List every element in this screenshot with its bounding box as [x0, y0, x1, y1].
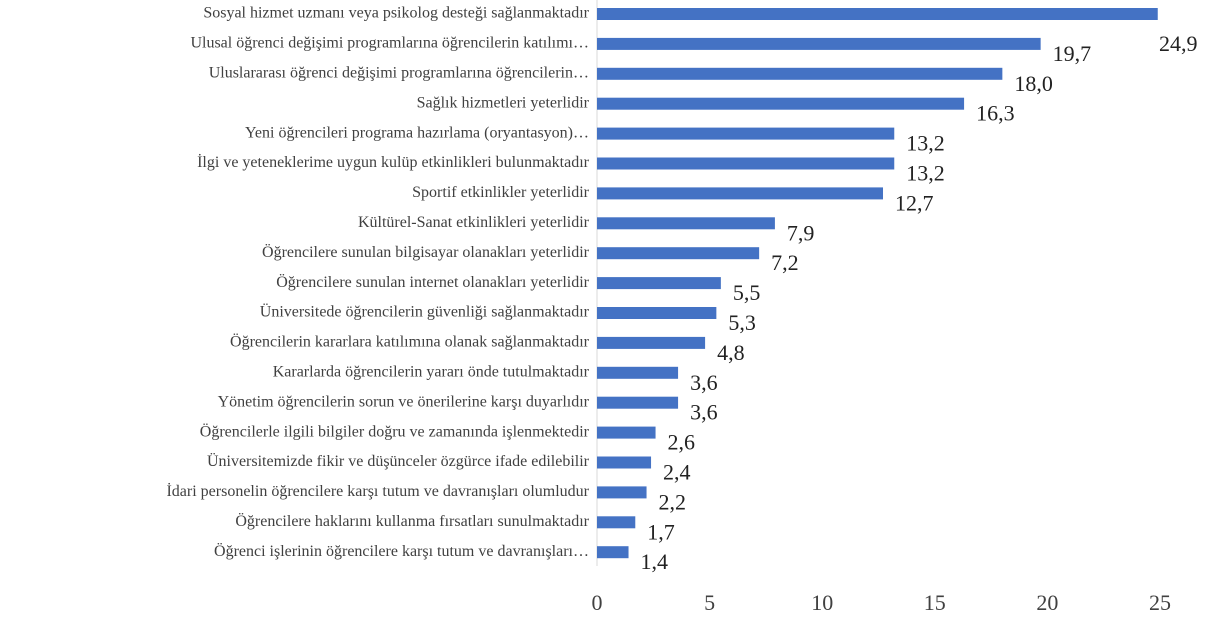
- bar: [597, 396, 679, 409]
- category-label: Kültürel-Sanat etkinlikleri yeterlidir: [358, 214, 590, 231]
- bar: [597, 277, 721, 290]
- category-label: İdari personelin öğrencilere karşı tutum…: [166, 482, 589, 500]
- x-tick-label: 25: [1149, 590, 1171, 615]
- value-label: 16,3: [976, 101, 1015, 126]
- bar: [597, 307, 717, 319]
- value-label: 24,9: [1159, 31, 1198, 56]
- value-label: 18,0: [1014, 71, 1053, 96]
- value-label: 13,2: [906, 131, 945, 156]
- value-label: 2,2: [659, 489, 687, 514]
- category-label: Uluslararası öğrenci değişimi programlar…: [209, 64, 589, 81]
- bar: [597, 456, 652, 469]
- bar: [597, 157, 895, 170]
- bar: [597, 67, 1003, 80]
- category-label: İlgi ve yeteneklerime uygun kulüp etkinl…: [197, 153, 590, 171]
- category-label: Yönetim öğrencilerin sorun ve önerilerin…: [218, 393, 590, 410]
- category-label: Öğrencilere sunulan bilgisayar olanaklar…: [262, 243, 590, 261]
- value-label: 2,6: [668, 430, 696, 455]
- x-tick-label: 20: [1036, 590, 1058, 615]
- category-label: Sağlık hizmetleri yeterlidir: [417, 94, 590, 111]
- category-label: Öğrencilerle ilgili bilgiler doğru ve za…: [200, 422, 590, 440]
- bar: [597, 187, 884, 200]
- x-tick-label: 10: [811, 590, 833, 615]
- category-label: Kararlarda öğrencilerin yararı önde tutu…: [273, 363, 590, 380]
- category-label: Yeni öğrencileri programa hazırlama (ory…: [245, 124, 589, 141]
- bar: [597, 247, 760, 260]
- value-label: 12,7: [895, 190, 934, 215]
- value-label: 7,2: [771, 250, 799, 275]
- value-label: 2,4: [663, 460, 691, 485]
- bar: [597, 426, 656, 439]
- bar: [597, 366, 679, 379]
- bar: [597, 516, 636, 529]
- value-label: 5,3: [728, 310, 756, 335]
- value-label: 13,2: [906, 161, 945, 186]
- bar: [597, 486, 647, 499]
- category-label: Sosyal hizmet uzmanı veya psikolog deste…: [203, 5, 589, 22]
- category-label: Üniversitemizde fikir ve düşünceler özgü…: [207, 452, 590, 470]
- value-label: 1,7: [647, 519, 675, 544]
- bar: [597, 546, 629, 559]
- value-label: 7,9: [787, 220, 815, 245]
- value-label: 19,7: [1053, 41, 1092, 66]
- value-label: 3,6: [690, 400, 718, 425]
- x-tick-label: 5: [704, 590, 715, 615]
- bar: [597, 217, 775, 230]
- x-tick-label: 15: [924, 590, 946, 615]
- value-label: 4,8: [717, 340, 745, 365]
- category-label: Üniversitede öğrencilerin güvenliği sağl…: [260, 303, 590, 321]
- category-label: Öğrencilere sunulan internet olanakları …: [276, 273, 589, 291]
- x-tick-label: 0: [592, 590, 603, 615]
- bar: [597, 37, 1041, 50]
- bar: [597, 8, 1158, 20]
- category-label: Öğrencilerin kararlara katılımına olanak…: [230, 333, 590, 351]
- bar: [597, 127, 895, 140]
- value-label: 3,6: [690, 370, 718, 395]
- value-label: 1,4: [641, 549, 669, 574]
- category-label: Ulusal öğrenci değişimi programlarına öğ…: [190, 35, 589, 52]
- category-label: Sportif etkinlikler yeterlidir: [412, 184, 590, 201]
- bar: [597, 97, 965, 110]
- bar: [597, 336, 706, 349]
- category-label: Öğrenci işlerinin öğrencilere karşı tutu…: [214, 542, 589, 560]
- value-label: 5,5: [733, 280, 761, 305]
- category-label: Öğrencilere haklarını kullanma fırsatlar…: [235, 512, 589, 530]
